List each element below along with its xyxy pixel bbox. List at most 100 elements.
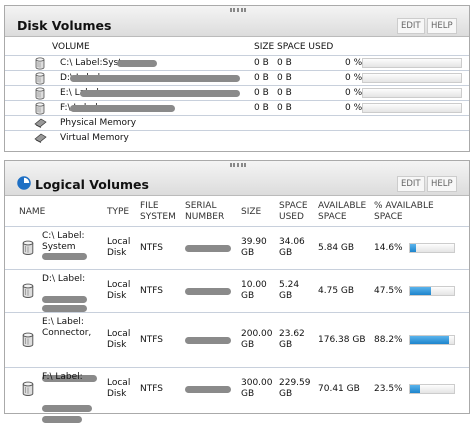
volume-name: D:\ Label:: [42, 274, 86, 284]
edit-button[interactable]: EDIT: [397, 18, 425, 34]
size: 300.00 GB: [241, 377, 273, 399]
volume-name: Physical Memory: [60, 118, 137, 128]
disk-icon: [22, 332, 34, 351]
row-divider: [5, 115, 469, 116]
usage-bar-track: [362, 103, 462, 113]
disk-volumes-panel: Disk Volumes EDIT HELP VOLUME SIZE SPACE U…: [4, 5, 470, 152]
disk-icon: [22, 381, 34, 400]
redacted: [42, 375, 97, 382]
row-divider: [5, 130, 469, 131]
percent-available: 14.6%: [374, 242, 403, 253]
disk-icon: [35, 72, 45, 88]
space-used: 0 B: [277, 73, 292, 83]
volume-name: Virtual Memory: [60, 133, 129, 143]
memory-icon: [34, 118, 47, 131]
percent-available: 47.5%: [374, 285, 403, 296]
pie-icon: [17, 176, 31, 190]
space-used: 0 B: [277, 103, 292, 113]
redacted: [117, 60, 157, 67]
column-header: SERIAL NUMBER: [185, 201, 225, 222]
space-used: 0 B: [277, 88, 292, 98]
size: 0 B: [254, 58, 269, 68]
volume-name: F:\ Label:: [42, 372, 83, 382]
available-space: 70.41 GB: [318, 383, 360, 394]
volume-column-header: VOLUME: [52, 42, 90, 52]
usage-bar-track: [362, 58, 462, 68]
column-header: % AVAILABLE SPACE: [374, 201, 434, 222]
disk-icon: [35, 102, 45, 118]
available-bar: [410, 384, 421, 393]
disk-icon: [35, 87, 45, 103]
percent-available: 23.5%: [374, 383, 403, 394]
edit-button[interactable]: EDIT: [397, 176, 425, 192]
file-system: NTFS: [140, 383, 163, 394]
space-used: 23.62 GB: [279, 328, 305, 350]
panel-header: Disk Volumes EDIT HELP: [5, 6, 469, 37]
volume-name: C:\ Label:System: [60, 58, 137, 68]
row-divider: [5, 55, 469, 56]
percent: 0 %: [345, 58, 363, 68]
column-header: NAME: [19, 207, 46, 217]
file-system: NTFS: [140, 334, 163, 345]
type: Local Disk: [107, 236, 131, 258]
percent: 0 %: [345, 103, 363, 113]
available-space: 5.84 GB: [318, 242, 355, 253]
disk-icon: [22, 240, 34, 259]
available-bar: [410, 243, 417, 252]
space-used: 5.24 GB: [279, 279, 300, 301]
available-space: 4.75 GB: [318, 285, 355, 296]
panel-title: Logical Volumes: [35, 177, 149, 192]
available-bar-track: [409, 242, 455, 253]
redacted: [42, 405, 92, 412]
column-header: TYPE: [107, 207, 130, 217]
file-system: NTFS: [140, 285, 163, 296]
size: 200.00 GB: [241, 328, 273, 350]
available-bar: [410, 286, 431, 295]
usage-bar-track: [362, 88, 462, 98]
size: 39.90 GB: [241, 236, 267, 258]
row-divider: [5, 312, 469, 313]
percent: 0 %: [345, 73, 363, 83]
drag-grip[interactable]: [230, 8, 246, 12]
size: 0 B: [254, 73, 269, 83]
help-button[interactable]: HELP: [427, 176, 457, 192]
usage-bar-track: [362, 73, 462, 83]
drag-grip[interactable]: [230, 163, 246, 167]
column-header: FILE SYSTEM: [140, 201, 176, 222]
row-divider: [5, 85, 469, 86]
percent: 0 %: [345, 88, 363, 98]
volume-name: E:\ Label: Connector,: [42, 317, 92, 338]
column-header: SPACE USED: [279, 201, 308, 222]
help-button[interactable]: HELP: [427, 18, 457, 34]
percent-available: 88.2%: [374, 334, 403, 345]
available-bar-track: [409, 334, 455, 345]
size-column-header: SIZE: [254, 42, 275, 52]
row-divider: [5, 100, 469, 101]
type: Local Disk: [107, 279, 131, 301]
row-divider: [5, 269, 469, 270]
volume-name: C:\ Label: System: [42, 231, 85, 252]
space-used: 229.59 GB: [279, 377, 311, 399]
redacted: [42, 296, 87, 303]
column-header: SIZE: [241, 207, 262, 217]
redacted: [185, 244, 231, 252]
available-bar-track: [409, 285, 455, 296]
row-divider: [5, 367, 469, 368]
type: Local Disk: [107, 377, 131, 399]
redacted: [42, 416, 82, 423]
type: Local Disk: [107, 328, 131, 350]
logical-volumes-panel: Logical Volumes EDIT HELP NAME TYPE FILE S…: [4, 160, 470, 423]
disk-icon: [35, 57, 45, 73]
redacted: [70, 105, 175, 112]
redacted: [42, 305, 87, 312]
redacted: [185, 336, 231, 344]
redacted: [80, 90, 240, 97]
space-used: 34.06 GB: [279, 236, 305, 258]
redacted: [70, 75, 240, 82]
size: 0 B: [254, 88, 269, 98]
space-used: 0 B: [277, 58, 292, 68]
redacted: [185, 287, 231, 295]
available-bar: [410, 335, 449, 344]
size: 10.00 GB: [241, 279, 267, 301]
